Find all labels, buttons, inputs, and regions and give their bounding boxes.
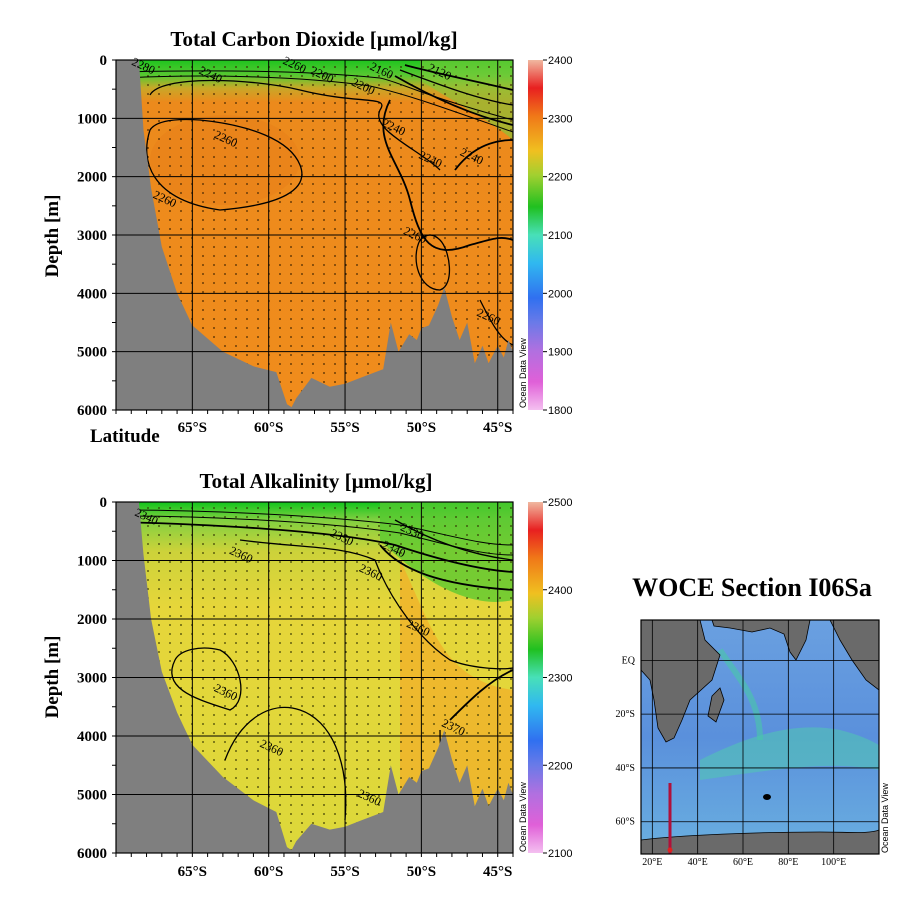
dic-section-plot: Total Carbon Dioxide [µmol/kg] (42, 27, 572, 447)
colorbar-tick-label: 2400 (548, 55, 572, 67)
alk-y-ticks: 0 1000 2000 3000 4000 5000 6000 (77, 495, 107, 862)
y-tick-label: 1000 (77, 554, 107, 570)
dic-x-ticks: 65°S 60°S 55°S 50°S 45°S (178, 420, 513, 436)
y-tick-label: 0 (100, 53, 108, 69)
y-tick-label: 1000 (77, 111, 107, 127)
colorbar-tick-label: 2000 (548, 288, 572, 300)
map-watermark: Ocean Data View (880, 783, 890, 853)
map-madagascar (707, 687, 725, 723)
alk-colorbar (528, 502, 543, 853)
map-graticule (641, 620, 879, 854)
map-lat-label: EQ (622, 655, 636, 666)
alk-x-ticks: 65°S 60°S 55°S 50°S 45°S (178, 864, 513, 880)
y-tick-label: 5000 (77, 345, 107, 361)
y-tick-label: 6000 (77, 403, 107, 419)
x-tick-label: 65°S (178, 864, 207, 880)
x-tick-label: 55°S (330, 420, 359, 436)
alk-seafloor (116, 502, 513, 853)
map-lon-labels: 20°E 40°E 60°E 80°E 100°E (642, 857, 846, 868)
colorbar-tick-label: 2500 (548, 497, 572, 509)
x-tick-label: 55°S (330, 864, 359, 880)
map-antarctica (641, 829, 879, 854)
map-ridge (700, 727, 879, 780)
map-section-end (667, 847, 673, 853)
map-lon-label: 80°E (778, 857, 798, 868)
x-tick-label: 50°S (407, 420, 436, 436)
map-lat-label: 60°S (615, 817, 635, 828)
dic-title: Total Carbon Dioxide [µmol/kg] (170, 27, 457, 51)
map-lon-label: 40°E (688, 857, 708, 868)
colorbar-tick-label: 1900 (548, 347, 572, 359)
dic-ylabel: Depth [m] (42, 195, 63, 278)
y-tick-label: 6000 (77, 846, 107, 862)
dic-watermark: Ocean Data View (518, 338, 528, 408)
alk-colorbar-ticks: 2500 2400 2300 2200 2100 (543, 497, 572, 860)
colorbar-tick-label: 2100 (548, 230, 572, 242)
colorbar-tick-label: 2200 (548, 760, 572, 772)
x-tick-label: 50°S (407, 864, 436, 880)
dic-frame (115, 59, 514, 411)
y-tick-label: 3000 (77, 671, 107, 687)
map-frame (640, 619, 880, 855)
map-lon-label: 100°E (821, 857, 846, 868)
map-title: WOCE Section I06Sa (632, 573, 872, 602)
map-africa (641, 620, 721, 743)
colorbar-tick-label: 2400 (548, 585, 572, 597)
y-tick-label: 5000 (77, 788, 107, 804)
dic-contours (119, 64, 513, 346)
colorbar-tick-label: 2100 (548, 848, 572, 860)
colorbar-tick-label: 2300 (548, 113, 572, 125)
y-tick-label: 4000 (77, 729, 107, 745)
map-lat-label: 40°S (615, 763, 635, 774)
colorbar-tick-label: 1800 (548, 405, 572, 417)
alk-watermark: Ocean Data View (518, 782, 528, 852)
map-lat-labels: EQ 20°S 40°S 60°S (615, 655, 635, 827)
section-location-map: WOCE Section I06Sa EQ 20°S 40°S 60°S 20°E 40… (615, 573, 890, 868)
alk-frame (115, 501, 514, 854)
y-tick-label: 4000 (77, 286, 107, 302)
map-lat-label: 20°S (615, 709, 635, 720)
y-tick-label: 0 (100, 495, 108, 511)
map-southeast-asia (829, 620, 879, 691)
dic-colorbar (528, 60, 543, 410)
map-asia (711, 620, 811, 661)
x-tick-label: 45°S (483, 420, 512, 436)
map-lon-label: 20°E (642, 857, 662, 868)
map-kerguelen (763, 794, 771, 800)
x-tick-label: 45°S (483, 864, 512, 880)
y-tick-label: 3000 (77, 228, 107, 244)
dic-seafloor (116, 60, 513, 410)
x-tick-label: 65°S (178, 420, 207, 436)
map-central-ridge (717, 648, 763, 741)
x-tick-label: 60°S (254, 420, 283, 436)
dic-xlabel: Latitude (90, 426, 160, 447)
dic-colorbar-ticks: 2400 2300 2200 2100 2000 1900 1800 (543, 55, 572, 417)
alk-title: Total Alkalinity [µmol/kg] (199, 469, 432, 493)
alk-ylabel: Depth [m] (42, 636, 63, 719)
colorbar-tick-label: 2200 (548, 172, 572, 184)
y-tick-label: 2000 (77, 612, 107, 628)
x-tick-label: 60°S (254, 864, 283, 880)
y-tick-label: 2000 (77, 170, 107, 186)
map-lon-label: 60°E (733, 857, 753, 868)
dic-y-ticks: 0 1000 2000 3000 4000 5000 6000 (77, 53, 107, 419)
colorbar-tick-label: 2300 (548, 673, 572, 685)
